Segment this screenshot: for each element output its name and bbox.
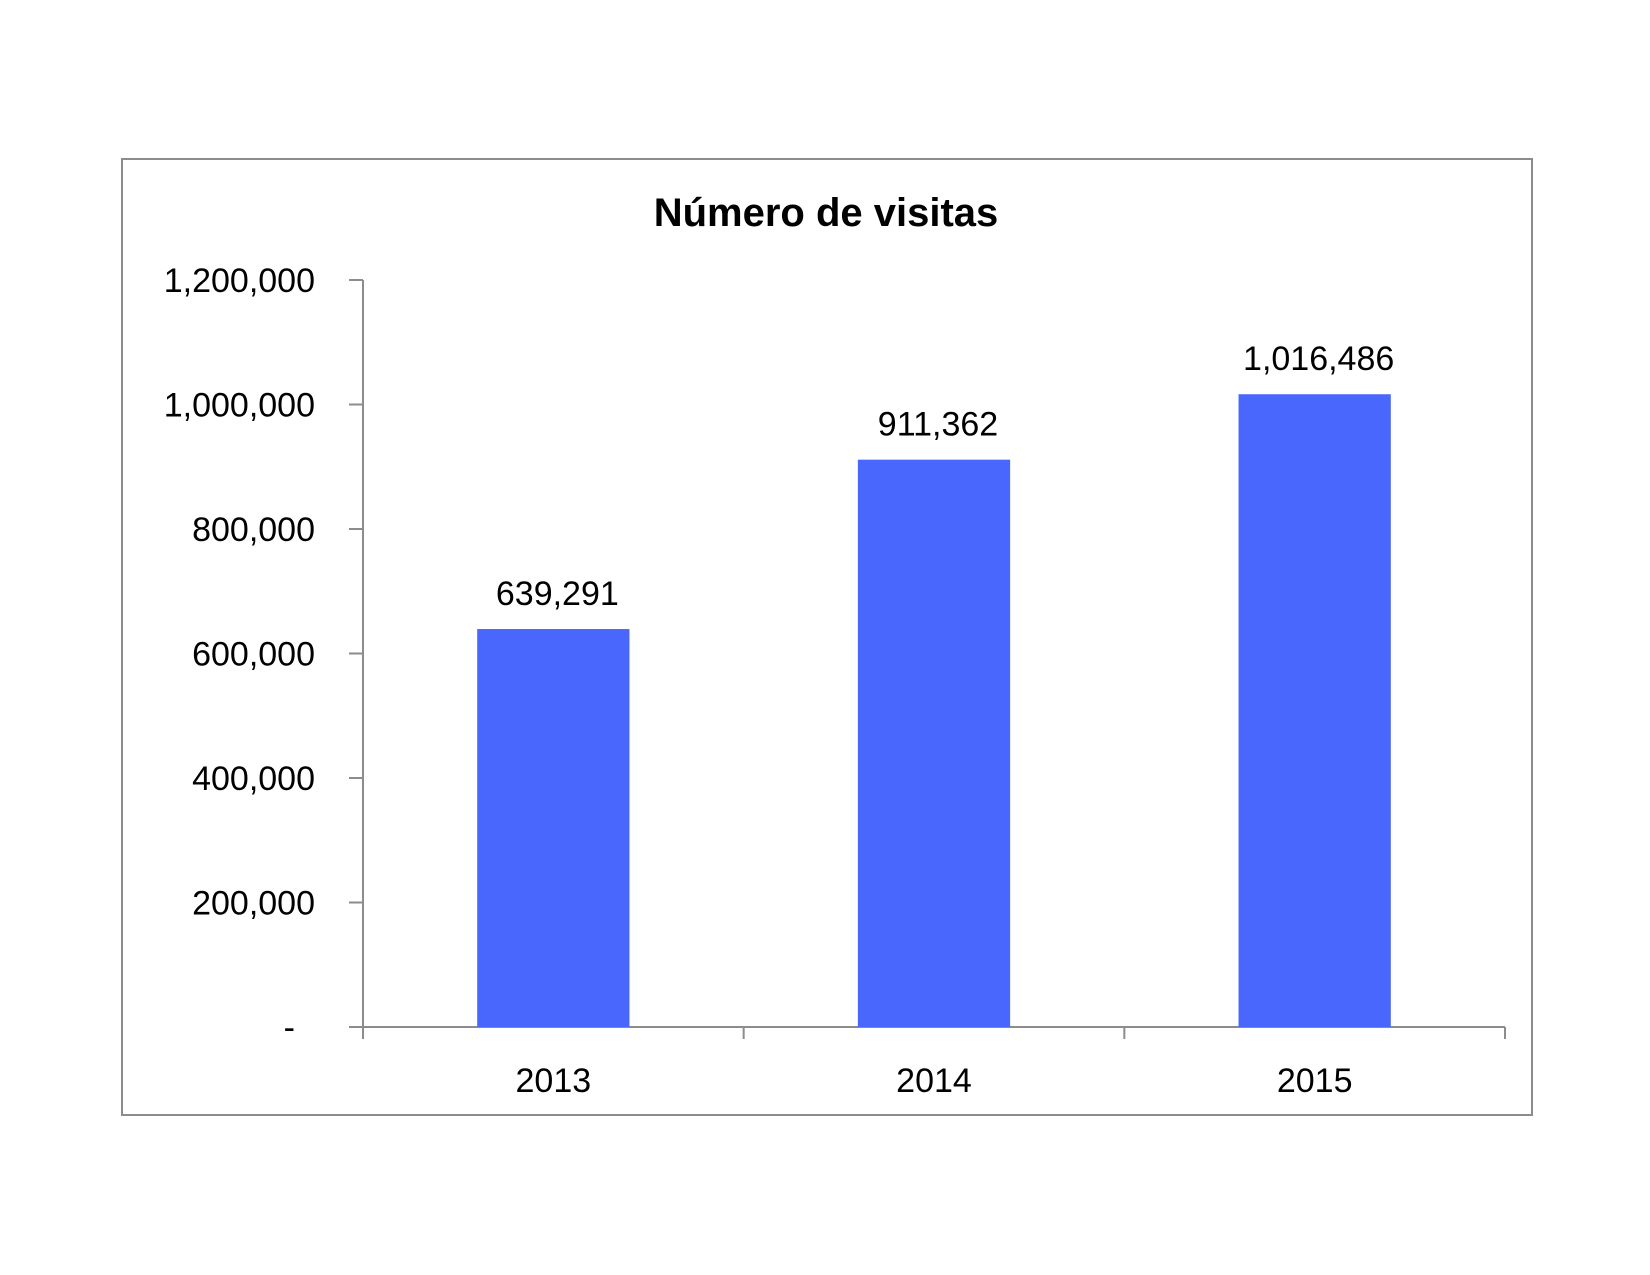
- x-tick-label: 2013: [516, 1062, 592, 1100]
- y-tick-label: 400,000: [192, 760, 315, 798]
- data-labels: 639,291 911,362 1,016,486: [496, 340, 1394, 613]
- y-tick-label: 800,000: [192, 511, 315, 549]
- data-label-2013: 639,291: [496, 575, 619, 613]
- data-label-2014: 911,362: [878, 406, 998, 444]
- bar-2015: [1238, 394, 1391, 1028]
- y-tick-label: 600,000: [192, 636, 315, 674]
- bar-2014: [857, 459, 1011, 1028]
- bar-2013: [477, 629, 630, 1027]
- x-tick-label: 2014: [896, 1062, 972, 1100]
- y-tick-label: -: [284, 1009, 295, 1047]
- x-axis: 2013 2014 2015: [349, 1026, 1506, 1100]
- y-tick-label: 200,000: [192, 885, 315, 923]
- y-axis: - 200,000 400,000 600,000 800,000 1,000,000 1,…: [164, 262, 364, 1047]
- y-tick-label: 1,200,000: [164, 262, 315, 300]
- x-tick-label: 2015: [1277, 1062, 1353, 1100]
- data-label-2015: 1,016,486: [1243, 340, 1394, 378]
- chart-title: Número de visitas: [654, 191, 999, 235]
- y-tick-label: 1,000,000: [164, 387, 315, 425]
- bars: [477, 394, 1391, 1028]
